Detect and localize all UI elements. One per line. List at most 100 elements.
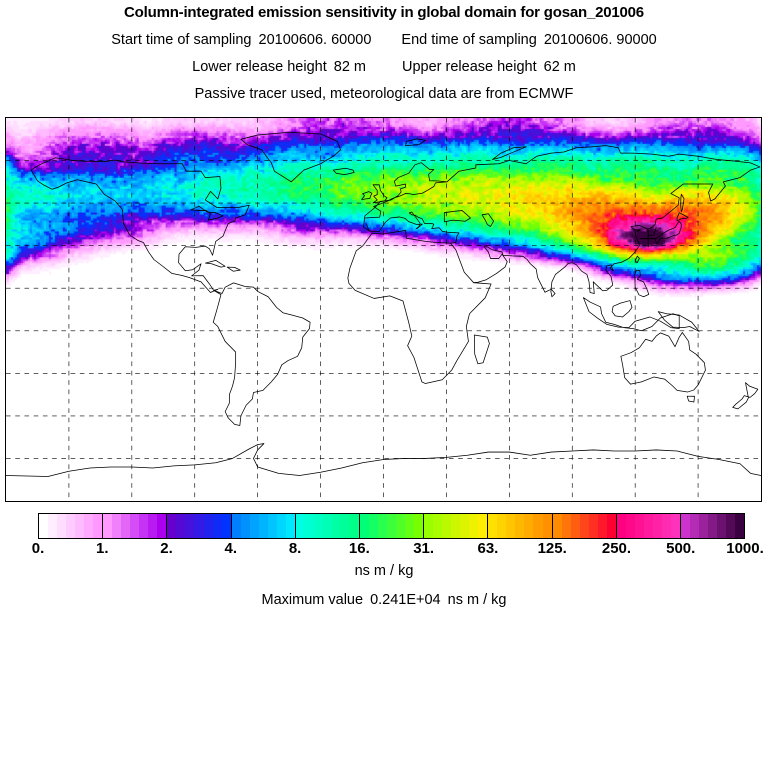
coastline-path [686, 395, 695, 403]
lower-release-height-label: Lower release height [192, 59, 327, 75]
colorbar-swatch [359, 514, 369, 538]
colorbar-swatch [322, 514, 332, 538]
colorbar-swatch [130, 514, 140, 538]
figure-title: Column-integrated emission sensitivity i… [124, 4, 644, 21]
coastline-path [676, 212, 689, 221]
coastline-path [657, 311, 700, 332]
colorbar-swatch [542, 514, 552, 538]
coastline-path [680, 193, 685, 213]
upper-release-height-value: 62 m [543, 59, 576, 75]
colorbar-swatch [157, 514, 167, 538]
coastline-path [620, 332, 706, 393]
colorbar-segment [616, 514, 681, 538]
colorbar-swatch [524, 514, 534, 538]
colorbar-tick-label: 31. [413, 540, 435, 557]
colorbar-swatch [240, 514, 250, 538]
coastline-path [332, 167, 355, 175]
colorbar-swatch [698, 514, 708, 538]
colorbar-swatch [378, 514, 388, 538]
colorbar-swatch [433, 514, 443, 538]
colorbar-tick-label: 16. [348, 540, 370, 557]
colorbar-swatch [185, 514, 195, 538]
maximum-value-unit: ns m / kg [447, 592, 507, 608]
coastline-path [212, 282, 311, 426]
coastline-path [550, 288, 556, 298]
colorbar-tick-label: 125. [537, 540, 567, 557]
colorbar-swatch [661, 514, 671, 538]
colorbar-swatch [680, 514, 690, 538]
colorbar-tick-label: 250. [601, 540, 632, 557]
colorbar-swatch [451, 514, 461, 538]
coastline-path [6, 443, 761, 477]
lower-release-height-value: 82 m [333, 59, 366, 75]
colorbar-swatch [424, 514, 434, 538]
colorbar-segment [295, 514, 360, 538]
colorbar-swatch [561, 514, 571, 538]
colorbar-swatch [405, 514, 415, 538]
map-plot-area [5, 117, 762, 502]
colorbar-swatch [442, 514, 452, 538]
colorbar-swatch [396, 514, 406, 538]
coastline-path [30, 157, 250, 293]
colorbar-swatch [570, 514, 580, 538]
colorbar-swatch [295, 514, 305, 538]
sampling-time-row: Start time of sampling 20100606. 60000 End… [0, 32, 768, 48]
colorbar-swatch [670, 514, 680, 538]
colorbar-tick-label: 500. [666, 540, 696, 557]
colorbar-swatch [707, 514, 717, 538]
coastline-path [347, 229, 492, 384]
colorbar-swatch [176, 514, 186, 538]
end-time-value: 20100606. 90000 [543, 32, 657, 48]
colorbar-swatch [597, 514, 607, 538]
colorbar-swatch [533, 514, 543, 538]
colorbar-swatch [497, 514, 507, 538]
colorbar-swatch [57, 514, 67, 538]
colorbar-swatch [212, 514, 222, 538]
colorbar-swatch [276, 514, 286, 538]
maximum-value-number: 0.241E+04 [370, 592, 441, 608]
colorbar-swatch [221, 514, 231, 538]
coastline-path [492, 146, 527, 160]
colorbar-swatch [689, 514, 699, 538]
colorbar-swatch [460, 514, 470, 538]
colorbar-tick-label: 2. [160, 540, 173, 557]
coastline-path [205, 259, 226, 268]
colorbar-swatch [340, 514, 350, 538]
colorbar-swatch [717, 514, 727, 538]
colorbar-tick-labels: 0. 1. 2. 4. 8. 16. 31. 63. 125. 250. 500. 1000. [0, 540, 768, 560]
colorbar-tick-label: 4. [224, 540, 238, 557]
coastline-path [654, 220, 682, 244]
colorbar-swatch [634, 514, 644, 538]
colorbar-swatch [579, 514, 589, 538]
graticule-grid [6, 118, 761, 501]
upper-release-height-label: Upper release height [402, 59, 537, 75]
coastline-path [361, 191, 373, 200]
colorbar-segment [103, 514, 168, 538]
colorbar-swatch [735, 514, 745, 538]
coastline-path [634, 255, 640, 264]
coastline-path [405, 138, 426, 147]
colorbar-segment [680, 514, 745, 538]
colorbar-segment [488, 514, 553, 538]
colorbar-tick-label: 8. [288, 540, 302, 557]
colorbar-swatch [331, 514, 341, 538]
colorbar-swatch [75, 514, 85, 538]
colorbar-swatch [203, 514, 213, 538]
colorbar-swatch [121, 514, 131, 538]
colorbar-segment [39, 514, 104, 538]
release-height-row: Lower release height 82 m Upper release he… [0, 59, 768, 75]
coastline-path [473, 225, 649, 294]
colorbar-segment [424, 514, 489, 538]
colorbar-swatch [606, 514, 616, 538]
tracer-note: Passive tracer used, meteorological data… [194, 86, 574, 102]
colorbar-swatch [258, 514, 268, 538]
colorbar-swatch [194, 514, 204, 538]
colorbar-swatch [84, 514, 94, 538]
colorbar-segment [167, 514, 232, 538]
colorbar-unit-label: ns m / kg [354, 563, 414, 579]
colorbar-swatch [313, 514, 323, 538]
colorbar-swatch [506, 514, 516, 538]
colorbar-swatch [643, 514, 653, 538]
colorbar-swatch [139, 514, 149, 538]
